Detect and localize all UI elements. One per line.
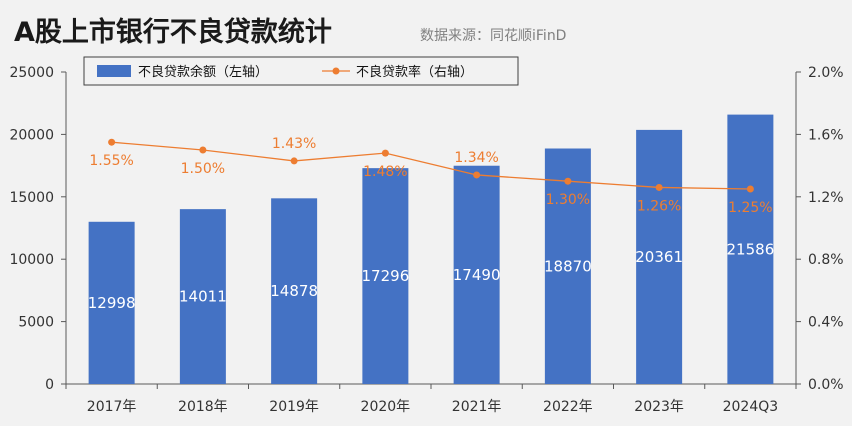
bar-npl-balance xyxy=(544,148,591,384)
bar-data-label: 18870 xyxy=(544,257,592,275)
line-point-npl-ratio xyxy=(381,149,389,157)
x-axis-tick-label: 2021年 xyxy=(452,399,502,415)
line-point-npl-ratio xyxy=(108,138,116,146)
line-npl-ratio xyxy=(111,141,751,190)
line-data-label: 1.30% xyxy=(546,192,590,208)
bar-npl-balance xyxy=(453,165,500,384)
legend-swatch-marker xyxy=(332,67,340,75)
data-source-note: 数据来源：同花顺iFinD xyxy=(420,28,567,44)
bar-npl-balance xyxy=(636,129,683,384)
left-axis-tick-label: 20000 xyxy=(9,127,54,143)
right-axis-tick-label: 0.0% xyxy=(808,377,844,393)
bar-npl-balance xyxy=(88,221,135,384)
right-axis-tick-label: 0.8% xyxy=(808,252,844,268)
bar-data-label: 17296 xyxy=(362,267,410,285)
right-axis-tick-label: 0.4% xyxy=(808,315,844,331)
left-axis-tick-label: 25000 xyxy=(9,65,54,81)
line-point-npl-ratio xyxy=(199,146,207,154)
line-point-npl-ratio xyxy=(746,185,754,193)
line-point-npl-ratio xyxy=(473,171,481,179)
line-data-label: 1.26% xyxy=(637,198,681,214)
x-axis-tick-label: 2024Q3 xyxy=(723,399,779,415)
bar-npl-balance xyxy=(179,209,226,384)
line-data-label: 1.25% xyxy=(728,200,772,216)
chart-title: A股上市银行不良贷款统计 xyxy=(14,17,332,48)
x-axis-tick-label: 2018年 xyxy=(178,399,228,415)
bar-data-label: 14878 xyxy=(270,282,318,300)
bar-npl-balance xyxy=(727,114,774,384)
bar-data-label: 21586 xyxy=(727,240,775,258)
bar-npl-balance xyxy=(362,168,409,384)
bar-data-label: 17490 xyxy=(453,266,501,284)
right-axis-tick-label: 1.2% xyxy=(808,190,844,206)
legend-label-bar: 不良贷款余额（左轴） xyxy=(138,64,268,80)
bar-data-label: 20361 xyxy=(635,248,683,266)
bar-data-label: 14011 xyxy=(179,288,227,306)
line-data-label: 1.34% xyxy=(454,150,498,166)
left-axis-tick-label: 10000 xyxy=(9,252,54,268)
line-point-npl-ratio xyxy=(655,183,663,191)
line-point-npl-ratio xyxy=(290,157,298,165)
line-data-label: 1.55% xyxy=(89,153,133,169)
left-axis-tick-label: 0 xyxy=(45,377,54,393)
right-axis-tick-label: 1.6% xyxy=(808,127,844,143)
x-axis-tick-label: 2019年 xyxy=(269,399,319,415)
line-data-label: 1.48% xyxy=(363,164,407,180)
bar-npl-balance xyxy=(271,198,318,384)
x-axis-tick-label: 2023年 xyxy=(634,399,684,415)
line-data-label: 1.43% xyxy=(272,136,316,152)
legend-label-line: 不良贷款率（右轴） xyxy=(356,64,473,80)
x-axis-tick-label: 2020年 xyxy=(361,399,411,415)
right-axis-tick-label: 2.0% xyxy=(808,65,844,81)
line-point-npl-ratio xyxy=(564,177,572,185)
line-data-label: 1.50% xyxy=(181,161,225,177)
x-axis-tick-label: 2022年 xyxy=(543,399,593,415)
x-axis-tick-label: 2017年 xyxy=(87,399,137,415)
bar-data-label: 12998 xyxy=(88,294,136,312)
legend-box xyxy=(83,56,519,86)
left-axis-tick-label: 15000 xyxy=(9,190,54,206)
left-axis-tick-label: 5000 xyxy=(18,315,54,331)
legend-swatch-bar xyxy=(97,65,131,77)
